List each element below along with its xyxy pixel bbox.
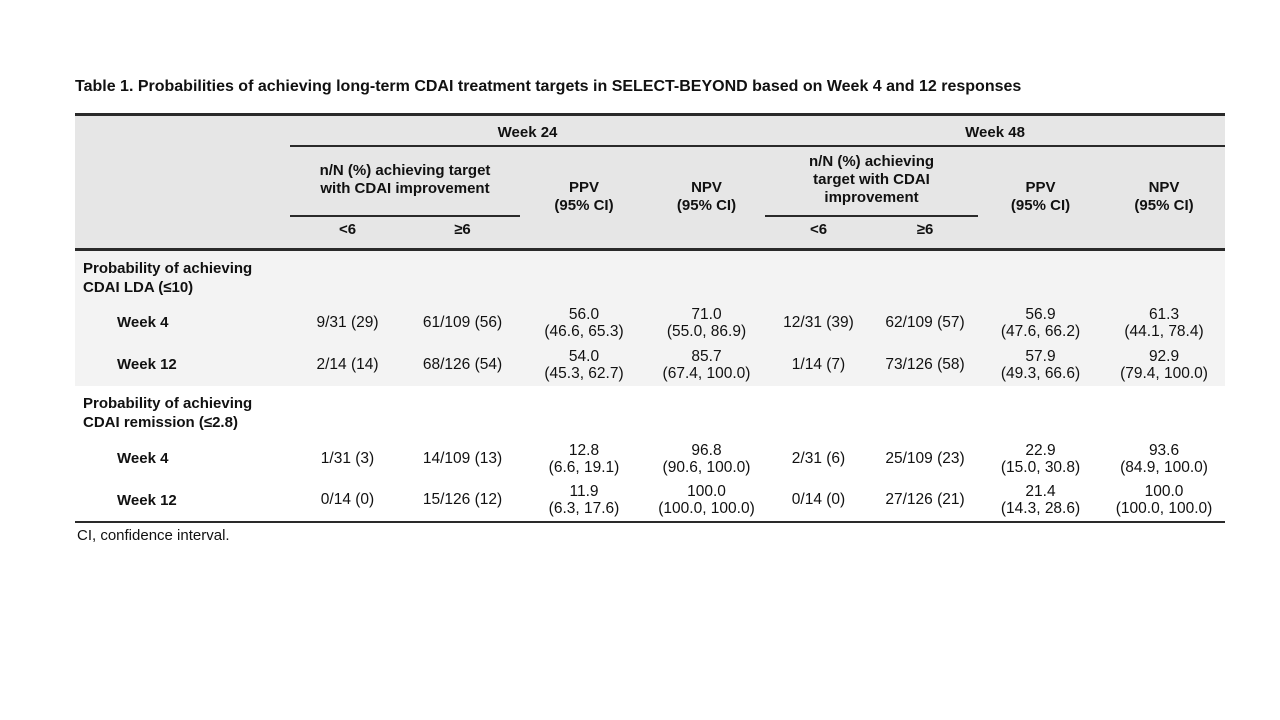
column-header-ge6-week48: ≥6 bbox=[916, 220, 934, 238]
data-cell: 0/14 (0) bbox=[320, 491, 375, 508]
data-cell: 14/109 (13) bbox=[422, 449, 503, 467]
data-cell: 93.6 (84.9, 100.0) bbox=[1120, 441, 1208, 476]
data-cell: 57.9 (49.3, 66.6) bbox=[1000, 347, 1081, 382]
data-cell: 73/126 (58) bbox=[885, 355, 965, 373]
data-row-remission-week12: Week 12 0/14 (0) 15/126 (12) 11.9 (6.3, … bbox=[75, 480, 1225, 522]
group-label-remission: Probability of achieving CDAI remission … bbox=[83, 394, 253, 431]
data-cell: 0/14 (0) bbox=[791, 491, 846, 508]
column-header-ge6-week24: ≥6 bbox=[454, 220, 471, 238]
data-cell: 92.9 (79.4, 100.0) bbox=[1120, 347, 1208, 382]
table-title: Table 1. Probabilities of achieving long… bbox=[75, 78, 1022, 95]
data-cell: 12/31 (39) bbox=[783, 313, 854, 331]
data-cell: 96.8 (90.6, 100.0) bbox=[662, 441, 751, 476]
header-row-cutoffs: <6 ≥6 <6 ≥6 bbox=[75, 216, 1225, 250]
row-label: Week 12 bbox=[117, 356, 177, 373]
table-footnote: CI, confidence interval. bbox=[77, 527, 230, 544]
data-cell: 25/109 (23) bbox=[885, 449, 965, 467]
data-cell: 56.0 (46.6, 65.3) bbox=[544, 305, 624, 340]
data-cell: 71.0 (55.0, 86.9) bbox=[666, 305, 747, 340]
column-header-npv-week48: NPV (95% CI) bbox=[1134, 179, 1194, 215]
column-group-week48: Week 48 bbox=[765, 114, 1226, 147]
data-cell: 1/14 (7) bbox=[791, 355, 846, 373]
column-header-npv-week24: NPV (95% CI) bbox=[676, 179, 737, 215]
data-cell: 61/109 (56) bbox=[422, 313, 503, 331]
data-cell: 27/126 (21) bbox=[885, 491, 965, 508]
data-cell: 100.0 (100.0, 100.0) bbox=[1115, 483, 1213, 517]
data-cell: 61.3 (44.1, 78.4) bbox=[1124, 305, 1204, 340]
data-cell: 54.0 (45.3, 62.7) bbox=[544, 347, 624, 382]
data-cell: 22.9 (15.0, 30.8) bbox=[1000, 441, 1081, 476]
table-body: Probability of achieving CDAI LDA (≤10) … bbox=[75, 249, 1226, 522]
data-row-lda-week4: Week 4 9/31 (29) 61/109 (56) 56.0 (46.6,… bbox=[75, 301, 1226, 344]
data-cell: 1/31 (3) bbox=[320, 449, 375, 467]
group-row-remission: Probability of achieving CDAI remission … bbox=[75, 386, 1225, 438]
row-label: Week 4 bbox=[117, 450, 169, 467]
group-label-lda: Probability of achieving CDAI LDA (≤10) bbox=[83, 260, 253, 296]
group-row-lda: Probability of achieving CDAI LDA (≤10) bbox=[75, 249, 1226, 302]
data-cell: 15/126 (12) bbox=[422, 491, 503, 508]
results-table: Week 24 Week 48 n/N (%) achieving target… bbox=[75, 113, 1226, 523]
data-cell: 12.8 (6.6, 19.1) bbox=[548, 441, 620, 476]
header-row-weeks: Week 24 Week 48 bbox=[75, 114, 1226, 147]
data-row-remission-week4: Week 4 1/31 (3) 14/109 (13) 12.8 (6.6, 1… bbox=[75, 438, 1225, 480]
data-cell: 2/31 (6) bbox=[791, 449, 846, 467]
row-label: Week 4 bbox=[117, 314, 169, 331]
column-group-nn-week24: n/N (%) achieving target with CDAI impro… bbox=[290, 145, 520, 217]
data-cell: 56.9 (47.6, 66.2) bbox=[1000, 305, 1081, 340]
column-group-nn-week48: n/N (%) achieving target with CDAI impro… bbox=[765, 145, 979, 217]
group-row-spacer bbox=[290, 250, 1225, 302]
nn-week48-label: n/N (%) achieving target with CDAI impro… bbox=[809, 152, 935, 206]
data-cell: 9/31 (29) bbox=[316, 313, 379, 331]
row-label: Week 12 bbox=[117, 491, 177, 509]
data-cell: 62/109 (57) bbox=[885, 313, 965, 331]
data-cell: 85.7 (67.4, 100.0) bbox=[662, 347, 751, 382]
column-header-lt6-week48: <6 bbox=[809, 220, 828, 238]
column-header-lt6-week24: <6 bbox=[338, 220, 357, 238]
header-row-measures: n/N (%) achieving target with CDAI impro… bbox=[75, 145, 1225, 217]
column-header-ppv-week24: PPV (95% CI) bbox=[554, 179, 614, 215]
column-header-ppv-week48: PPV (95% CI) bbox=[1010, 179, 1071, 215]
column-group-week24: Week 24 bbox=[290, 114, 766, 147]
header-empty-cell bbox=[75, 115, 290, 250]
group-row-spacer bbox=[290, 386, 1225, 438]
data-cell: 21.4 (14.3, 28.6) bbox=[1000, 483, 1081, 517]
data-cell: 2/14 (14) bbox=[316, 355, 379, 373]
data-cell: 68/126 (54) bbox=[422, 355, 503, 373]
data-cell: 11.9 (6.3, 17.6) bbox=[548, 483, 620, 517]
nn-week24-label: n/N (%) achieving target with CDAI impro… bbox=[319, 161, 491, 197]
table-header: Week 24 Week 48 n/N (%) achieving target… bbox=[75, 114, 1226, 250]
data-cell: 100.0 (100.0, 100.0) bbox=[658, 483, 755, 517]
data-row-lda-week12: Week 12 2/14 (14) 68/126 (54) 54.0 (45.3… bbox=[75, 343, 1226, 386]
